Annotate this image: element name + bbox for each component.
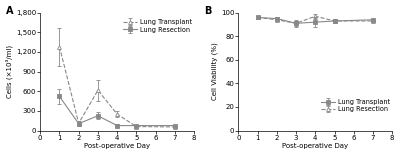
- Text: B: B: [204, 6, 212, 16]
- X-axis label: Post-operative Day: Post-operative Day: [84, 143, 150, 149]
- Legend: Lung Transplant, Lung Resection: Lung Transplant, Lung Resection: [320, 98, 390, 113]
- Legend: Lung Transplant, Lung Resection: Lung Transplant, Lung Resection: [122, 18, 192, 33]
- Y-axis label: Cells (×10³/ml): Cells (×10³/ml): [6, 45, 13, 98]
- Text: A: A: [6, 6, 14, 16]
- X-axis label: Post-operative Day: Post-operative Day: [282, 143, 348, 149]
- Y-axis label: Cell Viability (%): Cell Viability (%): [212, 43, 218, 100]
